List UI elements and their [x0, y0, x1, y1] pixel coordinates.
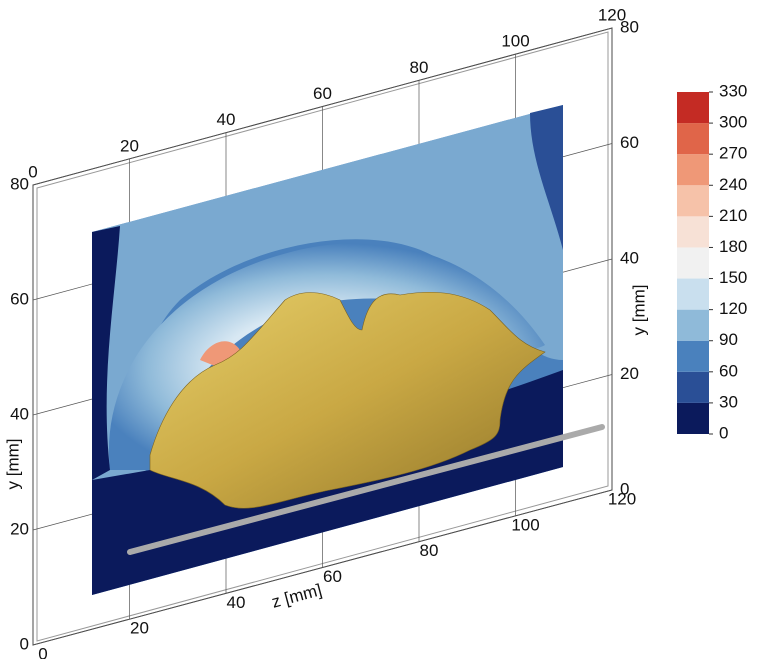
colorbar-tick-label: 300	[719, 113, 747, 132]
x-tick-label: 40	[217, 110, 236, 129]
colorbar-tick-label: 150	[719, 268, 747, 287]
colorbar-band	[677, 372, 709, 403]
x-tick-label: 40	[227, 593, 246, 612]
colorbar-tick-label: 60	[719, 361, 738, 380]
x-tick-label: 0	[28, 162, 37, 181]
colorbar-tick-label: 30	[719, 392, 738, 411]
colorbar-tick-label: 330	[719, 81, 747, 100]
colorbar-tick-label: 210	[719, 206, 747, 225]
x-axis-label: z [mm]	[270, 580, 324, 612]
colorbar-tick-label: 0	[719, 423, 728, 442]
y-tick-label: 20	[10, 519, 29, 538]
y-tick-label: 60	[10, 289, 29, 308]
y-axis-label: y [mm]	[629, 285, 648, 336]
x-tick-label: 80	[410, 58, 429, 77]
colorbar-tick-label: 120	[719, 299, 747, 318]
colorbar-band	[677, 403, 709, 434]
y-tick-label: 40	[10, 404, 29, 423]
x-tick-label: 100	[501, 32, 529, 51]
y-tick-label: 80	[620, 17, 639, 36]
y-tick-label: 20	[620, 364, 639, 383]
x-tick-label: 20	[120, 136, 139, 155]
colorbar-tick-label: 180	[719, 237, 747, 256]
x-tick-label: 80	[420, 541, 439, 560]
y-axis-label: y [mm]	[3, 439, 22, 490]
colorbar-tick-label: 270	[719, 144, 747, 163]
colorbar-band	[677, 279, 709, 310]
chart: z [mm] y [mm] y [mm] 0 30 60 90 120 150 180 210…	[0, 0, 759, 659]
y-tick-label: 0	[620, 479, 629, 498]
x-tick-label: 20	[130, 619, 149, 638]
colorbar-tick-label: 240	[719, 175, 747, 194]
x-tick-label: 0	[38, 644, 47, 659]
x-tick-label: 60	[313, 84, 332, 103]
x-tick-label: 100	[511, 515, 539, 534]
x-tick-label: 60	[323, 567, 342, 586]
colorbar-band	[677, 247, 709, 278]
colorbar-tick-label: 90	[719, 330, 738, 349]
colorbar-band	[677, 123, 709, 154]
y-tick-label: 80	[10, 174, 29, 193]
colorbar-band	[677, 154, 709, 185]
colorbar-band	[677, 341, 709, 372]
y-tick-label: 0	[20, 634, 29, 653]
y-tick-label: 40	[620, 248, 639, 267]
colorbar-band	[677, 216, 709, 247]
y-tick-label: 60	[620, 133, 639, 152]
colorbar-band	[677, 310, 709, 341]
colorbar-band	[677, 92, 709, 123]
colorbar-band	[677, 185, 709, 216]
colorbar: 0 30 60 90 120 150 180 210 240 270 300 330	[677, 81, 747, 442]
